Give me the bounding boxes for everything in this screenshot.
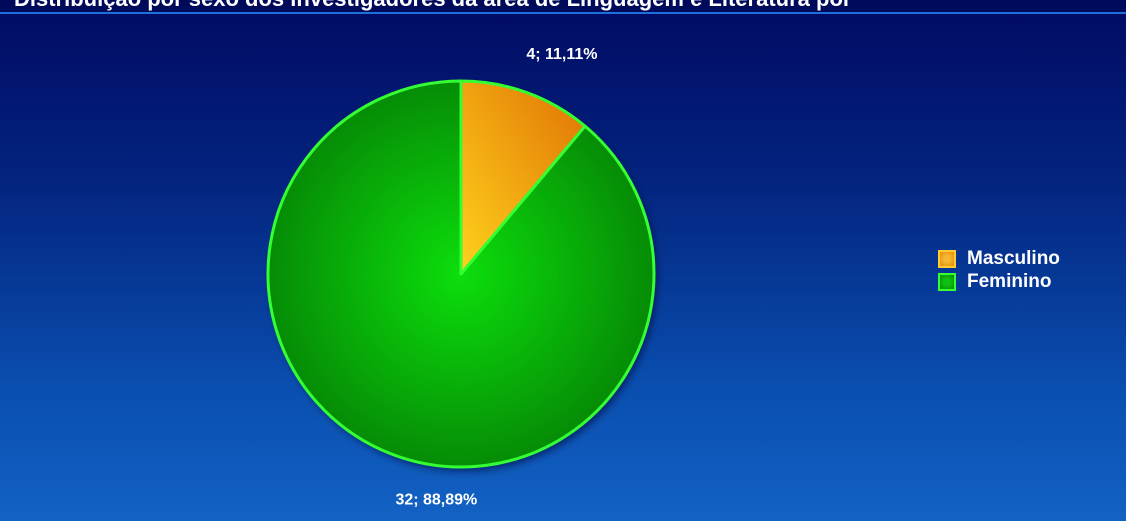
data-label-masculino: 4; 11,11% [526, 46, 597, 63]
legend-label-masculino: Masculino [967, 248, 1060, 269]
legend-item-feminino: Feminino [938, 271, 1060, 293]
pie-slice-feminino [266, 79, 656, 469]
chart-title: Distribuição por sexo dos investigadores… [14, 0, 851, 12]
legend-item-masculino: Masculino [938, 248, 1060, 270]
legend-swatch-masculino [938, 250, 956, 268]
data-label-feminino: 32; 88,89% [395, 491, 477, 508]
legend-swatch-feminino [938, 273, 956, 291]
title-bar: Distribuição por sexo dos investigadores… [0, 0, 1126, 14]
legend-label-feminino: Feminino [967, 271, 1052, 292]
pie-slice-masculino [459, 79, 587, 276]
legend: Masculino Feminino [938, 248, 1060, 294]
